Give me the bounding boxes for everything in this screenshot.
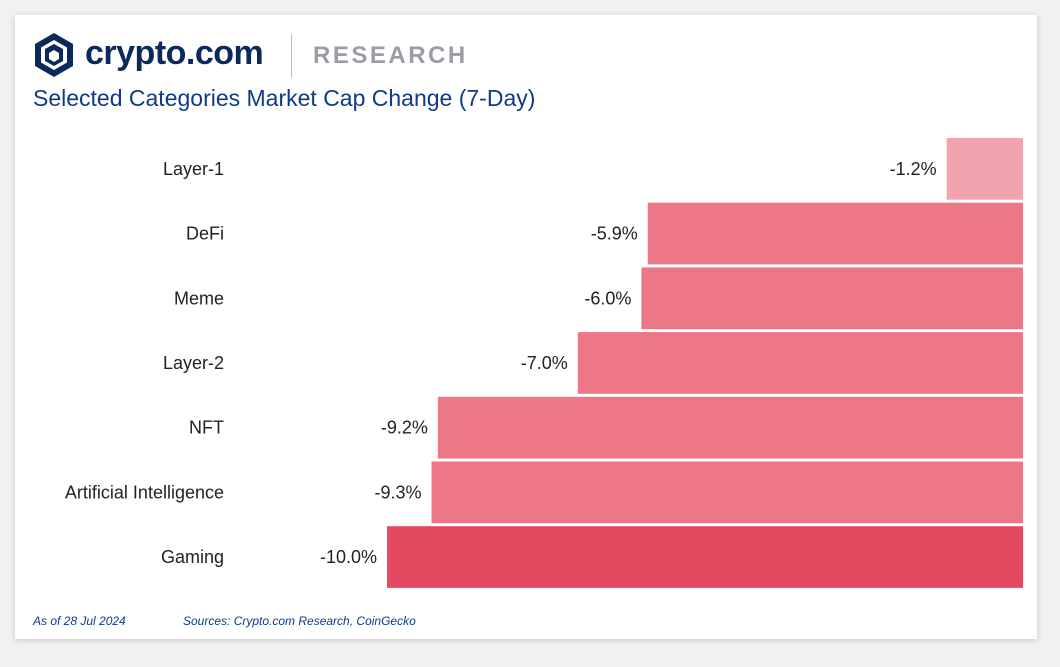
value-label: -5.9% xyxy=(591,224,638,244)
category-label: NFT xyxy=(189,418,224,438)
category-label: Layer-2 xyxy=(163,353,224,373)
value-label: -6.0% xyxy=(584,288,631,308)
chart-title: Selected Categories Market Cap Change (7… xyxy=(33,85,536,111)
category-label: Layer-1 xyxy=(163,159,224,179)
footer-date: As of 28 Jul 2024 xyxy=(33,614,126,628)
category-label: DeFi xyxy=(186,224,224,244)
bar-defi xyxy=(647,202,1023,265)
section-label: RESEARCH xyxy=(313,42,468,69)
bar-nft xyxy=(437,396,1023,459)
crypto-com-lion-shield-icon xyxy=(35,33,73,77)
bar-layer-1 xyxy=(946,138,1023,200)
bar-artificial-intelligence xyxy=(431,461,1023,524)
value-label: -1.2% xyxy=(890,159,937,179)
value-label: -7.0% xyxy=(521,353,568,373)
bar-chart: Layer-1 -1.2% DeFi -5.9% Meme -6.0% Layer-2 -7.… xyxy=(65,138,1023,588)
bar-meme xyxy=(641,267,1023,330)
bar-gaming xyxy=(387,526,1023,588)
brand-name: crypto.com xyxy=(85,34,264,72)
value-label: -9.2% xyxy=(381,418,428,438)
value-label: -9.3% xyxy=(374,482,421,502)
chart-card: crypto.com RESEARCH Selected Categories … xyxy=(15,15,1037,639)
bar-layer-2 xyxy=(577,332,1023,394)
brand-divider xyxy=(291,34,292,78)
category-label: Artificial Intelligence xyxy=(65,482,224,502)
category-label: Meme xyxy=(174,288,224,308)
value-label: -10.0% xyxy=(320,547,377,567)
category-label: Gaming xyxy=(161,547,224,567)
footer-sources: Sources: Crypto.com Research, CoinGecko xyxy=(183,614,416,628)
